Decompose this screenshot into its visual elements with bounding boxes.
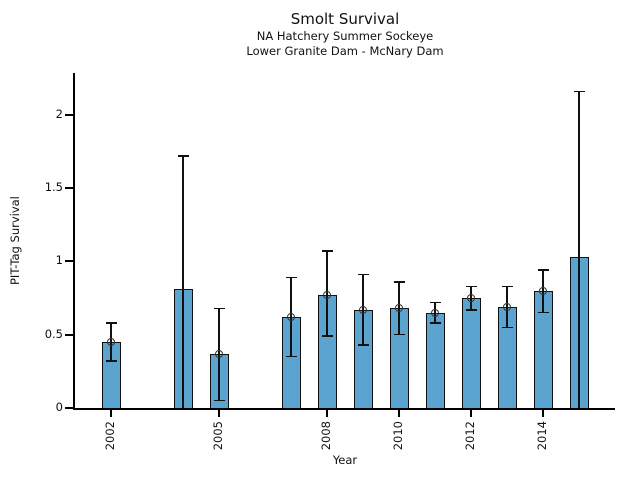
error-cap-bottom-2008	[321, 335, 333, 337]
error-cap-bottom-2005	[213, 399, 225, 402]
y-tick	[65, 407, 73, 409]
y-axis-label: PIT-Tag Survival	[8, 196, 22, 285]
error-cap-top-2013	[501, 285, 513, 288]
y-tick	[65, 333, 73, 336]
error-cap-bottom-2002	[105, 360, 117, 362]
y-tick-label: 0.5	[44, 326, 63, 341]
error-cap-bottom-2013	[501, 326, 513, 329]
y-tick-label: 0	[55, 400, 63, 414]
point-marker-2014	[539, 286, 547, 295]
plot-area: 0 0.5 1 1.5 2 2002 2005 2008 2010 2012 2014	[45, 73, 615, 450]
error-cap-bottom-2007	[285, 355, 297, 358]
error-cap-bottom-2009	[357, 344, 369, 346]
y-tick	[65, 187, 73, 190]
point-marker-2008	[323, 291, 331, 300]
y-tick-label: 1.5	[44, 180, 63, 195]
error-cap-top-2011	[429, 301, 441, 304]
error-cap-top-2009	[357, 273, 369, 276]
point-marker-2005	[215, 349, 223, 358]
error-cap-top-2007	[285, 276, 297, 279]
error-cap-top-2008	[321, 250, 333, 252]
x-tick	[326, 410, 328, 417]
x-tick	[110, 410, 112, 417]
chart-subtitle-reach: Lower Granite Dam - McNary Dam	[246, 43, 444, 58]
y-tick-label: 2	[55, 106, 63, 121]
x-axis-label: Year	[332, 453, 358, 467]
error-cap-top-2012	[465, 285, 477, 288]
x-tick-label: 2012	[463, 421, 477, 451]
error-cap-bottom-2010	[393, 333, 405, 336]
error-cap-top-2002	[105, 322, 117, 324]
error-cap-bottom-2012	[465, 309, 477, 311]
x-tick	[542, 410, 544, 417]
x-tick-label: 2005	[211, 421, 225, 451]
y-tick	[65, 260, 73, 263]
y-tick-label: 1	[55, 253, 63, 268]
bar-2011	[425, 312, 445, 408]
point-marker-2002	[107, 338, 115, 347]
error-cap-top-2015	[573, 90, 585, 93]
x-tick-label: 2008	[319, 421, 333, 451]
point-marker-2010	[395, 304, 403, 313]
error-cap-top-2004	[177, 155, 189, 157]
error-cap-top-2010	[393, 281, 405, 283]
x-tick-label: 2002	[103, 421, 117, 451]
bar-2012	[461, 298, 481, 408]
error-bar-2004	[182, 155, 184, 408]
error-cap-top-2005	[213, 307, 225, 310]
x-tick	[470, 410, 472, 417]
point-marker-2007	[287, 313, 295, 322]
title-block: Smolt Survival NA Hatchery Summer Sockey…	[73, 10, 617, 59]
x-tick-label: 2014	[535, 421, 549, 451]
error-cap-bottom-2011	[429, 322, 441, 324]
x-tick	[398, 410, 400, 417]
error-bar-2015	[578, 91, 580, 408]
point-marker-2011	[431, 308, 439, 317]
error-cap-top-2014	[537, 269, 549, 271]
x-tick-label: 2010	[391, 421, 405, 451]
y-tick	[65, 113, 73, 116]
point-marker-2009	[359, 305, 367, 314]
chart-subtitle-stock: NA Hatchery Summer Sockeye	[256, 28, 434, 43]
error-cap-bottom-2014	[537, 311, 549, 314]
chart-title: Smolt Survival	[290, 10, 400, 28]
x-tick	[218, 410, 220, 417]
point-marker-2013	[503, 302, 511, 311]
point-marker-2012	[467, 294, 475, 303]
